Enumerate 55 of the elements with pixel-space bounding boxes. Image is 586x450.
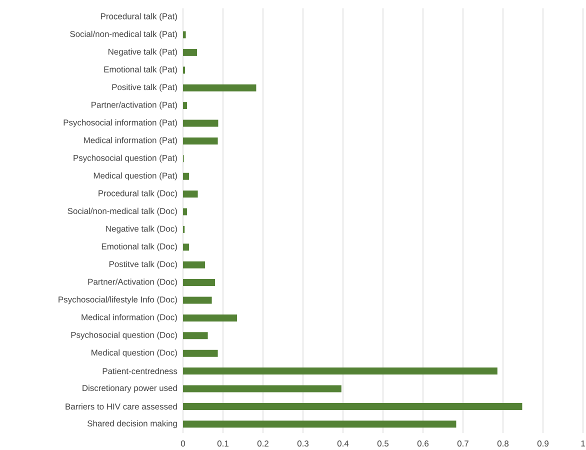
y-tick-label: Medical question (Pat) <box>94 172 177 180</box>
bar <box>183 190 198 198</box>
y-tick-label: Emotional talk (Doc) <box>102 243 177 252</box>
x-tick-label: 0.4 <box>337 440 349 447</box>
y-tick-label: Partner/Activation (Doc) <box>88 278 177 286</box>
x-tick-label: 0.8 <box>497 440 509 447</box>
x-tick-label: 1 <box>581 440 585 446</box>
x-tick-label: 0.9 <box>537 440 548 447</box>
bar <box>183 368 498 375</box>
bar <box>183 48 197 56</box>
x-tick-label: 0.2 <box>257 440 268 447</box>
bar <box>183 261 205 268</box>
bar <box>183 208 187 216</box>
bar <box>183 314 237 322</box>
y-tick-label: Psychosocial question (Pat) <box>74 154 177 163</box>
y-tick-label: Procedural talk (Pat) <box>100 13 177 21</box>
y-tick-label: Medical information (Doc) <box>82 314 177 322</box>
y-tick-label: Psychosocial question (Doc) <box>71 332 177 340</box>
y-tick-label: Emotional talk (Pat) <box>104 66 177 74</box>
bar <box>183 102 187 110</box>
y-tick-label: Patient-centredness <box>102 368 178 374</box>
y-tick-label: Medical information (Pat) <box>84 137 177 145</box>
x-tick-label: 0.6 <box>417 440 429 447</box>
y-tick-label: Negative talk (Doc) <box>106 226 177 234</box>
bar <box>183 350 218 357</box>
bar <box>183 120 218 127</box>
bar <box>183 385 342 392</box>
y-tick-label: Partner/activation (Pat) <box>92 102 177 110</box>
bar <box>183 137 218 144</box>
bar <box>183 84 256 92</box>
x-tick-label: 0.3 <box>297 440 309 447</box>
bar <box>183 244 189 251</box>
y-tick-label: Discretionary power used <box>82 384 177 393</box>
bar <box>183 296 212 304</box>
x-tick-label: 0.1 <box>217 440 228 447</box>
bar <box>183 31 186 38</box>
bar <box>183 172 189 180</box>
y-tick-label: Positive talk (Pat) <box>112 84 177 92</box>
y-tick-label: Social/non-medical talk (Doc) <box>68 208 177 216</box>
y-tick-label: Postitve talk (Doc) <box>109 260 177 269</box>
y-tick-label: Procedural talk (Doc) <box>98 190 177 198</box>
bar <box>183 332 208 340</box>
bar <box>183 402 522 410</box>
y-tick-label: Negative talk (Pat) <box>108 48 177 56</box>
y-tick-label: Psychosocial information (Pat) <box>64 119 177 128</box>
y-tick-label: Medical question (Doc) <box>92 349 177 358</box>
y-tick-label: Psychosocial/lifestyle Info (Doc) <box>58 296 177 304</box>
bar <box>183 279 215 286</box>
y-tick-label: Social/non-medical talk (Pat) <box>70 30 177 39</box>
y-tick-label: Barriers to HIV care assessed <box>66 403 177 410</box>
x-tick-label: 0.5 <box>377 440 389 447</box>
x-tick-label: 0 <box>180 440 186 447</box>
x-tick-label: 0.7 <box>457 440 468 447</box>
y-tick-label: Shared decision making <box>87 420 177 428</box>
bar <box>183 420 456 428</box>
